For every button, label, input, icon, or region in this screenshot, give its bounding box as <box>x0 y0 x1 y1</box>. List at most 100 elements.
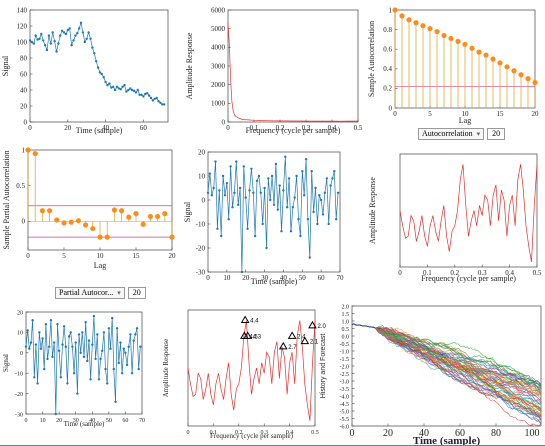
signal1-data-point <box>83 40 87 44</box>
signal1-data-point <box>68 27 71 30</box>
chart-amp1: 0 0.1 0.2 0.3 0.4 0.5 0 1000 2000 3000 4000 5000 600… <box>180 0 365 140</box>
acf-y-tick-label: 0.6 <box>383 46 392 54</box>
pacf-type-select[interactable]: Partial Autocor... ▾ <box>55 287 125 299</box>
signal1-data-point <box>59 34 62 37</box>
amp3-peak-label: 4.3 <box>253 334 262 340</box>
signal2-data-point <box>323 191 327 194</box>
signal2-data-point <box>221 174 225 178</box>
signal2-data-point <box>252 191 255 194</box>
signal3-data-point <box>31 319 34 322</box>
signal3-data-point <box>56 323 59 326</box>
signal3-data-point <box>81 331 84 334</box>
signal1-data-point <box>66 28 70 32</box>
signal1-data-point <box>53 40 56 43</box>
signal2-data-point <box>310 170 313 173</box>
signal3-x-tick-label: 20 <box>56 418 62 424</box>
amp3-x-tick-label: 0 <box>187 430 190 436</box>
signal2-plot-area <box>206 155 340 274</box>
signal3-data-point <box>89 378 92 381</box>
signal1-x-tick-label: 40 <box>102 124 110 132</box>
forecast-y-tick-label: -6.0 <box>340 424 350 430</box>
signal2-x-tick-label: 70 <box>337 274 345 282</box>
forecast-series-line <box>351 323 542 386</box>
signal3-data-point <box>26 329 29 332</box>
signal3-data-point <box>69 331 72 334</box>
forecast-y-tick-label: -1.5 <box>340 357 350 363</box>
acf-controls: Autocorrelation ▾ 20 <box>418 128 506 140</box>
signal2-y-tick-label: -10 <box>196 220 206 228</box>
signal3-data-point <box>43 367 46 371</box>
signal2-data-point <box>246 227 249 230</box>
signal2-y-tick-label: 10 <box>198 172 206 180</box>
acf-stem-marker <box>427 26 433 32</box>
acf-x-tick-label: 5 <box>428 110 432 118</box>
amp2-plot-area <box>399 164 538 262</box>
signal2-data-point <box>306 218 310 221</box>
acf-y-tick-label: 0 <box>389 104 393 112</box>
amp1-x-tick-label: 0.5 <box>354 124 363 132</box>
signal1-y-tick-label: 40 <box>20 86 28 94</box>
signal1-data-point <box>112 85 115 89</box>
signal1-data-point <box>129 87 132 90</box>
signal1-data-point <box>30 40 34 44</box>
amp3-x-tick-label: 0.5 <box>311 430 319 436</box>
pacf-x-tick-label: 5 <box>62 252 66 260</box>
signal1-y-tick-label: 0 <box>24 118 28 126</box>
forecast-series-line <box>351 323 542 411</box>
acf-lags-input[interactable]: 20 <box>487 128 506 140</box>
amp2-x-tick-label: 0.2 <box>450 269 459 277</box>
forecast-series-line <box>351 323 542 418</box>
signal3-data-point <box>39 347 43 350</box>
amp3-x-tick-label: 0.1 <box>210 430 218 436</box>
signal1-data-point <box>119 88 122 91</box>
signal1-data-point <box>98 71 102 74</box>
signal1-data-point <box>47 34 51 37</box>
signal3-data-point <box>46 357 49 361</box>
amp3-peak-marker-icon <box>278 341 288 350</box>
signal2-data-point <box>327 222 330 226</box>
signal3-y-tick-label: 0 <box>20 351 23 357</box>
signal1-data-point <box>28 39 32 42</box>
signal1-data-point <box>100 72 104 76</box>
chart-signal3: 0 10 20 30 40 50 60 70 -30 -20 -10 0 10 20 Time (sampl… <box>0 302 150 444</box>
signal1-y-tick-label: 80 <box>20 54 28 62</box>
signal1-data-point <box>104 80 107 84</box>
amp3-peak-label: 2.7 <box>288 345 297 351</box>
signal2-data-point <box>287 177 291 180</box>
signal1-data-point <box>57 42 60 45</box>
signal1-data-point <box>140 93 143 97</box>
signal3-data-point <box>124 351 127 354</box>
signal3-data-point <box>24 345 28 348</box>
forecast-y-tick-label: -2.0 <box>340 364 350 370</box>
signal3-data-point <box>137 367 140 371</box>
signal2-x-tick-label: 30 <box>261 274 269 282</box>
signal3-x-tick-label: 30 <box>73 418 79 424</box>
signal3-data-point <box>41 337 44 340</box>
signal1-data-point <box>81 31 85 34</box>
forecast-series-line <box>351 323 542 424</box>
pacf-stem-marker <box>119 208 125 214</box>
chart-pacf: 0 5 10 15 20 0 0.5 1 Lag Sample Partial Autocorre… <box>0 142 180 282</box>
amp3-x-tick-label: 0.3 <box>260 430 268 436</box>
signal1-y-tick-label: 140 <box>17 6 28 14</box>
signal3-x-tick-label: 0 <box>25 418 28 424</box>
acf-stem-marker <box>462 41 468 47</box>
acf-type-select[interactable]: Autocorrelation ▾ <box>418 128 485 140</box>
signal2-data-point <box>225 182 229 185</box>
pacf-stem-marker <box>61 220 67 226</box>
pacf-lags-input[interactable]: 20 <box>127 287 146 299</box>
signal2-data-point <box>325 177 328 180</box>
signal2-x-tick-label: 60 <box>318 274 326 282</box>
signal2-data-point <box>333 170 336 173</box>
amp3-peak-label: 4.5 <box>249 334 258 340</box>
signal3-data-point <box>120 372 124 375</box>
signal3-data-point <box>28 347 31 350</box>
chart-pacf-svg: 0 5 10 15 20 0 0.5 1 Lag Sample Partial Autocorre… <box>2 146 176 270</box>
amp3-peak-marker-icon <box>300 336 310 345</box>
chart-acf-svg: 0 5 10 15 20 0 0.2 0.4 0.6 0.8 1 Lag Sample Autocorr… <box>367 6 540 125</box>
signal3-y-axis-label: Signal <box>2 354 10 372</box>
acf-stem-marker <box>525 76 531 82</box>
acf-x-tick-label: 20 <box>532 110 540 118</box>
signal3-data-point <box>87 339 91 342</box>
amp1-x-tick-label: 0.2 <box>276 124 285 132</box>
